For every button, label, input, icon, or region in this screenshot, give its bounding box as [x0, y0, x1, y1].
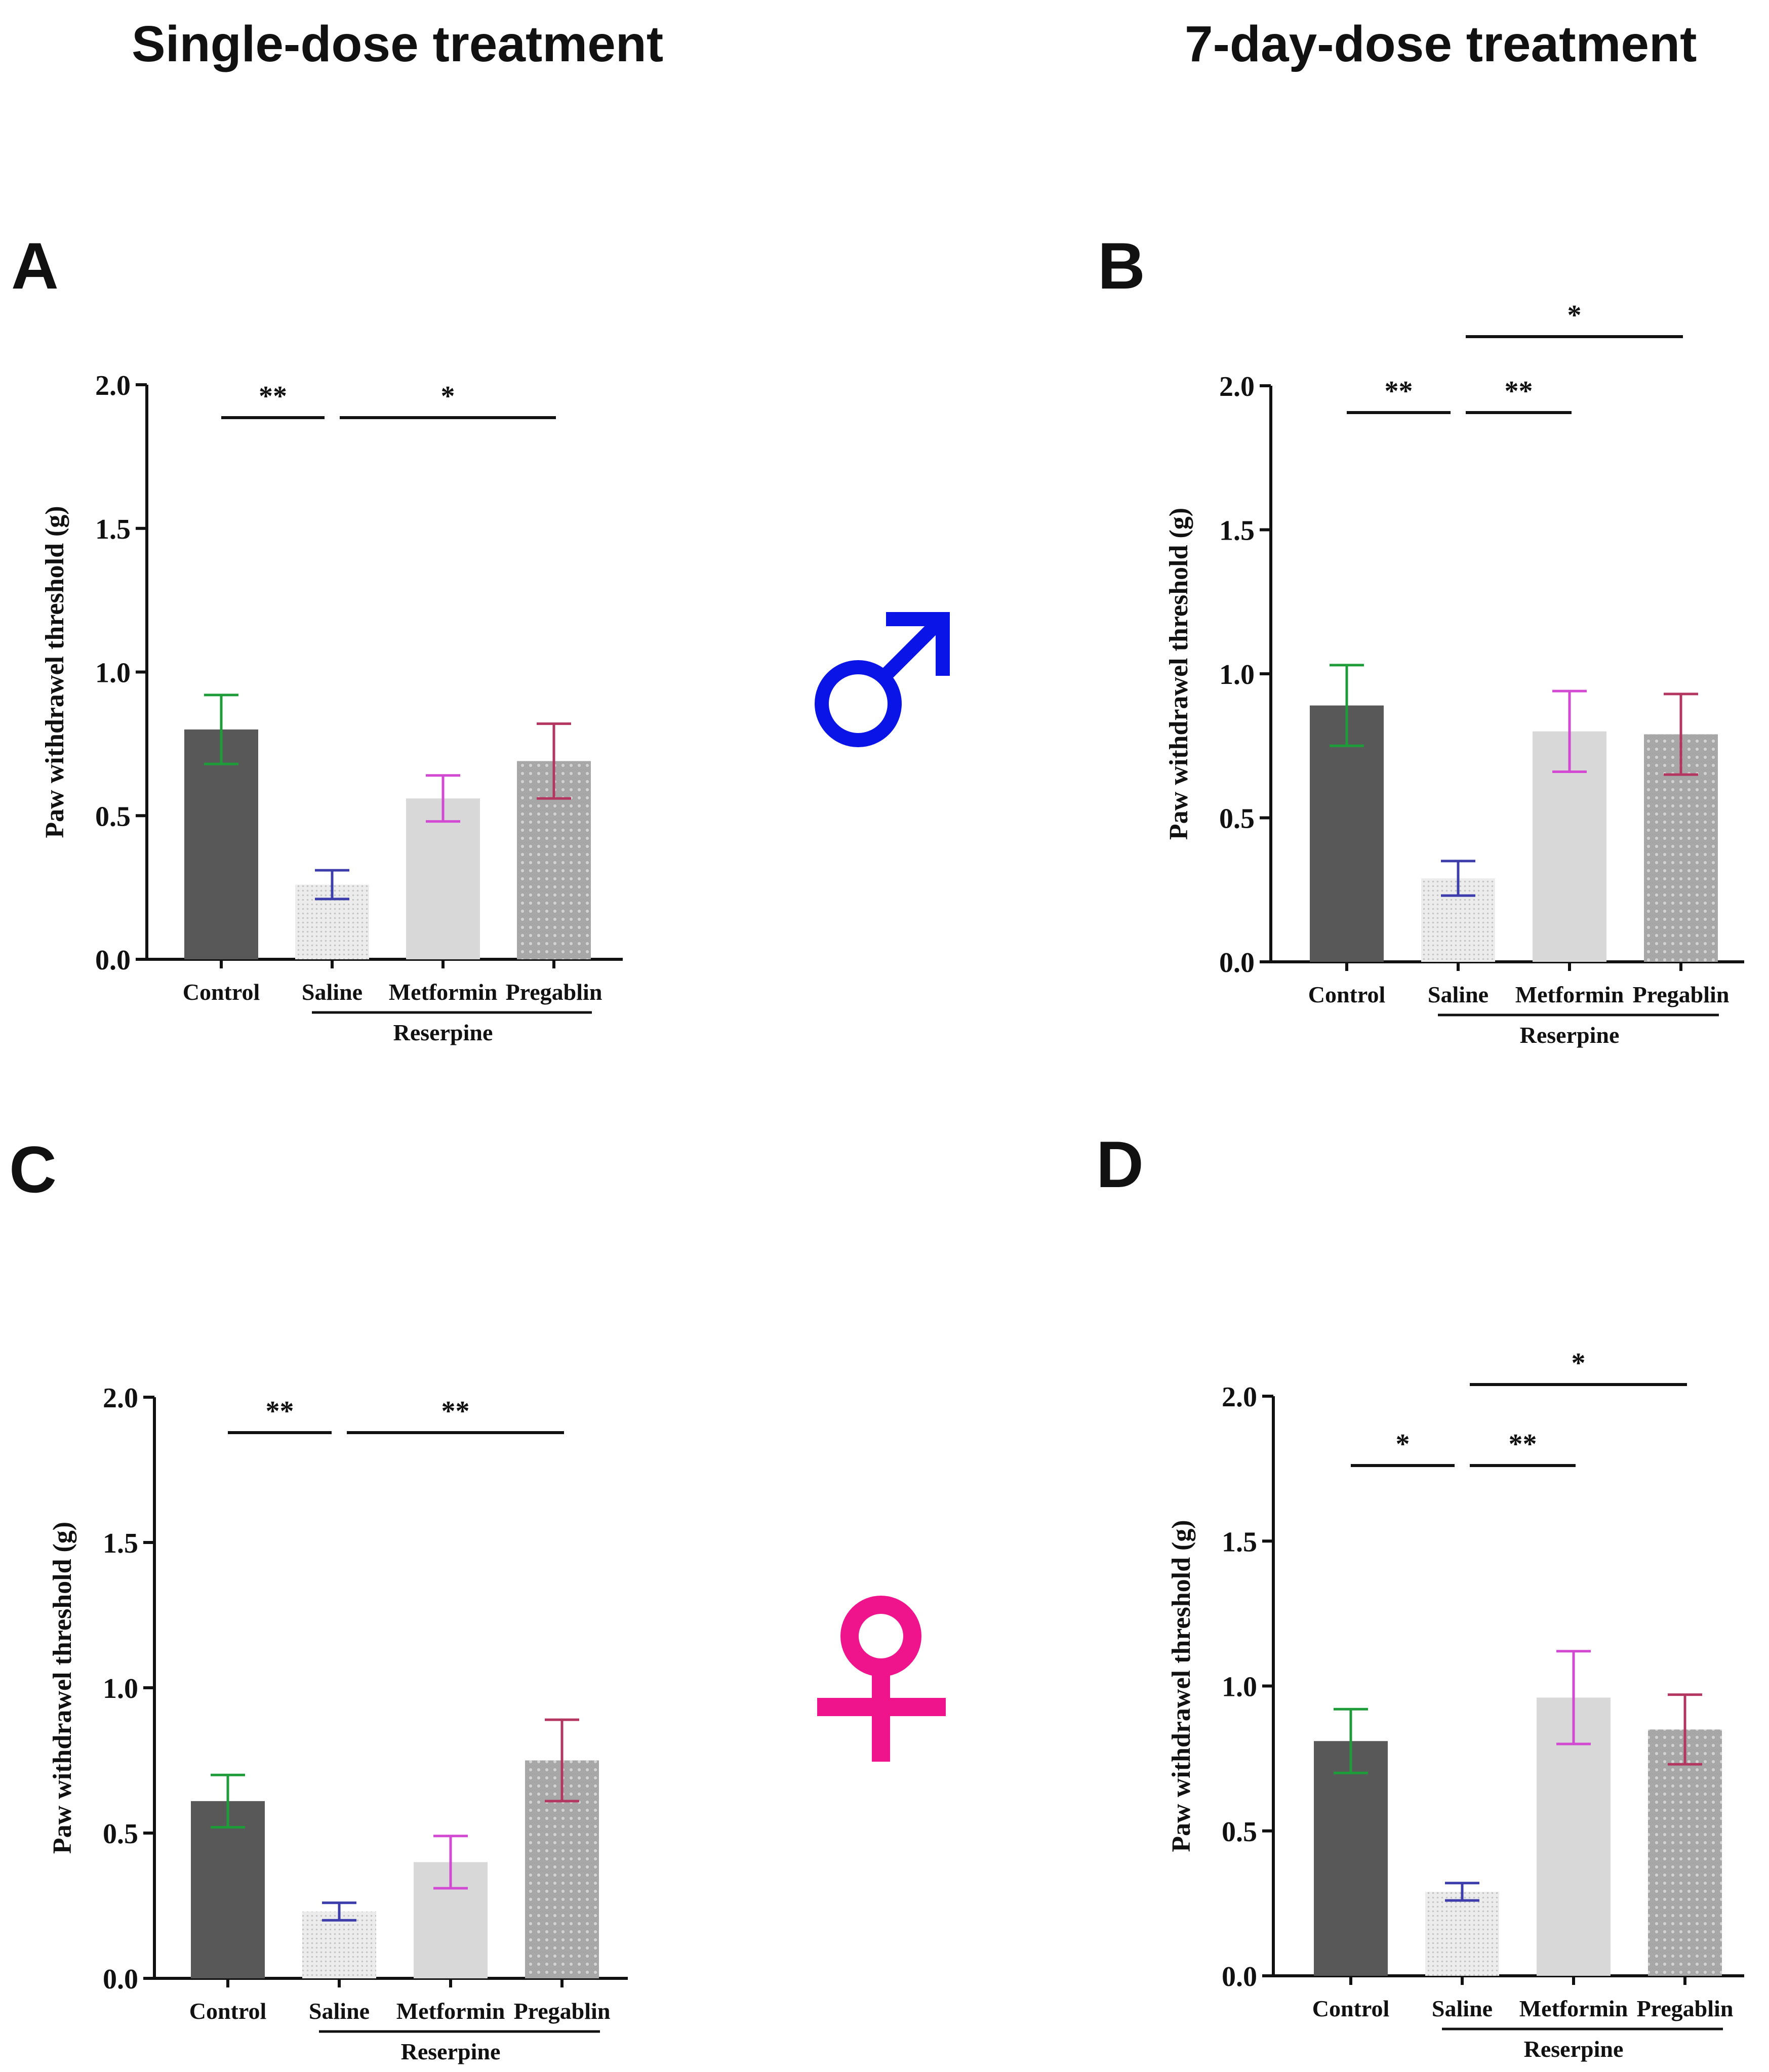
male-symbol-icon [815, 612, 950, 747]
group-label: Reserpine [1524, 2036, 1624, 2062]
significance-label: * [1567, 300, 1582, 331]
group-label: Reserpine [401, 2039, 501, 2064]
x-tick-label: Control [183, 979, 260, 1005]
significance-label: * [441, 381, 455, 412]
x-tick-label: Control [1312, 1996, 1390, 2021]
y-tick-label: 0.0 [1222, 1961, 1257, 1993]
x-tick-label: Saline [309, 1998, 370, 2024]
x-tick-label: Metformin [1519, 1996, 1628, 2021]
y-tick-label: 1.0 [1219, 659, 1255, 690]
y-tick-label: 2.0 [95, 370, 131, 401]
significance-label: ** [259, 381, 287, 412]
y-tick-label: 1.5 [103, 1528, 138, 1559]
x-tick-label: Saline [1428, 982, 1489, 1007]
panel-letter-c: C [9, 1132, 57, 1206]
y-tick-label: 0.5 [1219, 803, 1255, 835]
x-tick-label: Metformin [1515, 982, 1624, 1007]
male-symbol-circle [815, 660, 902, 747]
female-symbol-circle [840, 1596, 921, 1677]
significance-label: * [1572, 1348, 1586, 1379]
bar-control [1314, 1741, 1388, 1976]
x-tick-label: Saline [1432, 1996, 1493, 2021]
panel-letter-b: B [1098, 229, 1145, 303]
panel-c-group: 0.0 0.5 1.0 1.5 2.0 Paw withdrawel threshold … [48, 1383, 628, 2064]
panel-b-group: 0.0 0.5 1.0 1.5 2.0 Paw withdrawel threshold … [1164, 300, 1744, 1048]
y-axis-label: Paw withdrawel threshold (g) [1167, 1520, 1196, 1852]
group-label: Reserpine [393, 1020, 493, 1045]
bar-metformin [406, 798, 480, 959]
y-tick-label: 0.5 [103, 1818, 138, 1850]
heading-seven-day-dose: 7-day-dose treatment [1185, 16, 1697, 72]
y-tick-label: 2.0 [1219, 371, 1255, 402]
bar-control [184, 729, 258, 959]
group-label: Reserpine [1520, 1022, 1620, 1048]
x-tick-label: Metformin [396, 1998, 505, 2024]
panel-letter-d: D [1096, 1127, 1144, 1201]
y-tick-label: 0.0 [95, 945, 131, 976]
y-tick-label: 1.0 [103, 1673, 138, 1704]
y-tick-label: 1.5 [95, 514, 131, 545]
x-tick-label: Control [1308, 982, 1386, 1007]
heading-single-dose: Single-dose treatment [132, 16, 664, 72]
y-tick-label: 0.5 [95, 801, 131, 832]
bar-saline [1425, 1891, 1499, 1976]
significance-label: ** [1505, 376, 1533, 407]
y-tick-label: 1.0 [95, 658, 131, 689]
significance-label: * [1396, 1429, 1410, 1460]
bar-control [191, 1801, 265, 1978]
x-tick-label: Pregablin [1633, 982, 1730, 1007]
x-tick-label: Pregablin [506, 979, 602, 1005]
y-tick-label: 2.0 [1222, 1382, 1257, 1413]
y-tick-label: 0.5 [1222, 1816, 1257, 1848]
significance-label: ** [266, 1396, 294, 1427]
male-symbol-shaft [878, 614, 947, 682]
male-symbol-arrowhead [886, 612, 950, 676]
y-axis-label: Paw withdrawel threshold (g) [48, 1522, 77, 1854]
y-tick-label: 1.5 [1219, 515, 1255, 547]
female-symbol-icon [817, 1596, 946, 1762]
panel-letter-a: A [11, 229, 59, 303]
y-tick-label: 1.0 [1222, 1672, 1257, 1703]
y-tick-label: 1.5 [1222, 1526, 1257, 1558]
significance-label: ** [1509, 1429, 1537, 1460]
bar-saline [302, 1911, 376, 1978]
x-tick-label: Control [189, 1998, 267, 2024]
y-tick-label: 0.0 [1219, 947, 1255, 979]
significance-label: ** [1385, 376, 1413, 407]
panel-a-group: 0.0 0.5 1.0 1.5 2.0 Paw withdrawel threshold … [41, 370, 623, 1045]
x-tick-label: Pregablin [1637, 1996, 1734, 2021]
x-tick-label: Saline [302, 979, 363, 1005]
bar-control [1310, 705, 1384, 962]
y-axis-label: Paw withdrawel threshold (g) [1164, 508, 1193, 840]
y-axis-label: Paw withdrawel threshold (g) [41, 506, 69, 838]
x-tick-label: Metformin [389, 979, 498, 1005]
y-tick-label: 0.0 [103, 1964, 138, 1995]
panel-d-group: 0.0 0.5 1.0 1.5 2.0 Paw withdrawel threshold … [1167, 1348, 1744, 2062]
x-tick-label: Pregablin [514, 1998, 611, 2024]
bar-pregablin [1648, 1729, 1722, 1976]
y-tick-label: 2.0 [103, 1383, 138, 1414]
significance-label: ** [441, 1396, 470, 1427]
